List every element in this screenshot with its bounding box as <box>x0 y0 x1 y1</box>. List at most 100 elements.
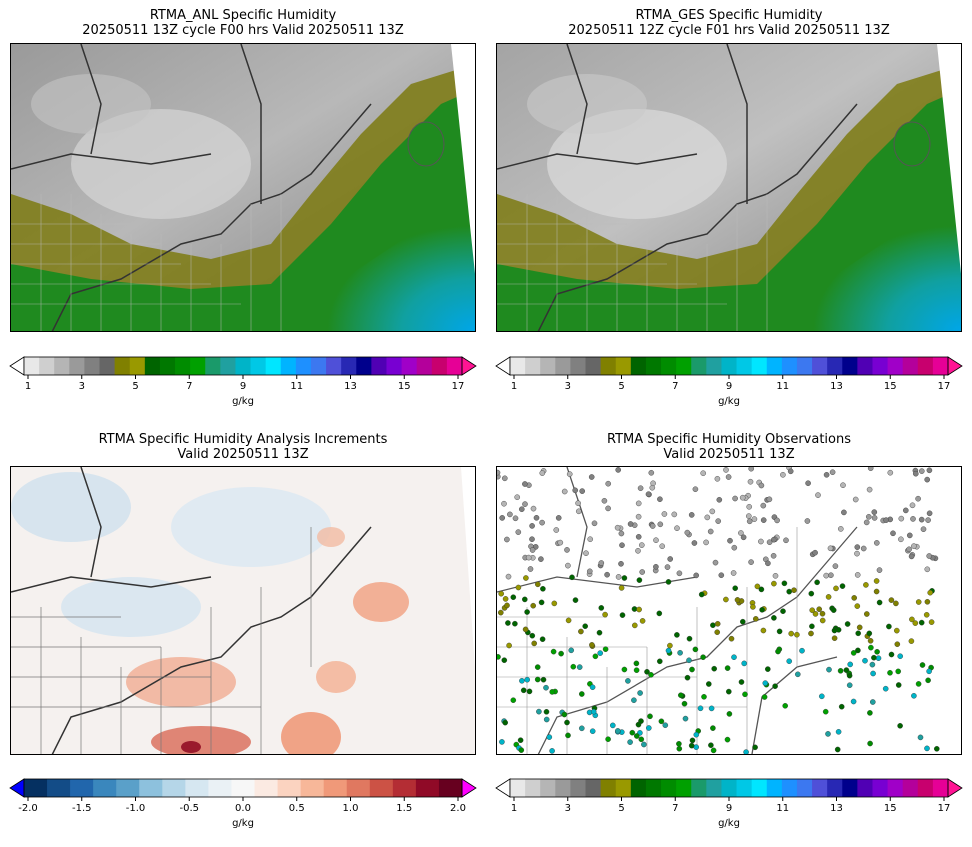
observation-point <box>565 732 571 739</box>
observation-point <box>686 657 692 664</box>
observation-point <box>633 733 640 739</box>
observation-point <box>543 684 549 691</box>
observation-point <box>533 515 540 521</box>
observation-point <box>618 585 625 591</box>
observation-point <box>808 590 815 597</box>
observation-point <box>588 474 595 480</box>
observation-point <box>867 710 873 716</box>
colorbar-tick-label: 17 <box>937 803 951 814</box>
observation-point <box>809 607 816 613</box>
observation-point <box>648 470 655 476</box>
observation-point <box>561 488 568 495</box>
observation-point <box>886 623 892 630</box>
observation-point <box>553 527 560 533</box>
observation-point <box>708 742 714 749</box>
observation-point <box>530 505 537 512</box>
observation-point <box>507 511 513 518</box>
observation-point <box>510 594 517 600</box>
observation-point <box>501 500 507 507</box>
observation-point <box>579 691 585 697</box>
observation-point <box>636 606 642 613</box>
observation-point <box>890 530 896 537</box>
observation-point <box>847 661 854 668</box>
map-anl[interactable] <box>10 43 476 332</box>
observation-point <box>605 736 611 743</box>
map-increments[interactable] <box>10 466 476 755</box>
observation-point <box>863 611 870 617</box>
colorbar-tick-label: 11 <box>776 803 790 814</box>
observation-point <box>555 515 562 521</box>
observation-point <box>876 599 883 606</box>
observation-point <box>635 500 642 507</box>
observation-point <box>700 470 706 476</box>
observation-point <box>538 556 544 562</box>
observation-point <box>863 582 869 588</box>
colorbar-tick-label: 9 <box>725 803 733 814</box>
observation-point <box>772 573 779 579</box>
observation-point <box>746 518 753 525</box>
observation-point <box>883 517 889 523</box>
observation-point <box>564 547 570 553</box>
observation-point <box>750 604 756 610</box>
observation-point <box>910 516 916 522</box>
observation-point <box>662 722 669 729</box>
observation-point <box>866 486 873 493</box>
observation-point <box>752 744 758 751</box>
observation-point <box>641 741 647 748</box>
observation-point <box>529 523 535 529</box>
observation-point <box>499 739 505 745</box>
observation-point <box>703 539 709 546</box>
observation-point <box>653 564 659 570</box>
colorbar-tick-label: 1.5 <box>396 803 413 814</box>
map-ges[interactable] <box>496 43 962 332</box>
observation-point <box>529 547 536 553</box>
observation-point <box>827 545 834 552</box>
observation-point <box>649 523 656 529</box>
observation-point <box>844 621 851 627</box>
observation-point <box>691 540 698 546</box>
observation-point <box>579 725 585 732</box>
observation-point <box>714 620 721 627</box>
observation-point <box>908 638 915 644</box>
colorbar-tick-label: 2.0 <box>450 803 466 814</box>
observation-point <box>539 636 546 642</box>
observation-point <box>498 609 504 616</box>
observation-point <box>761 694 768 700</box>
observation-point <box>635 721 642 728</box>
observation-point <box>814 579 820 586</box>
observation-point <box>610 722 616 729</box>
observation-point <box>862 657 868 664</box>
observation-point <box>933 745 940 752</box>
observation-point <box>522 501 528 507</box>
observation-point <box>882 685 889 692</box>
observation-point <box>751 516 758 522</box>
observation-point <box>925 677 931 684</box>
observation-point <box>748 467 754 472</box>
observation-point <box>582 623 588 629</box>
observation-point <box>874 648 880 655</box>
observation-point <box>604 571 610 578</box>
observation-point <box>592 653 599 660</box>
observation-point <box>758 586 765 593</box>
observation-point <box>568 647 574 654</box>
panel-title-ges: RTMA_GES Specific Humidity 20250511 12Z … <box>568 8 890 38</box>
colorbar-tick-label: 13 <box>830 381 843 392</box>
colorbar-unit: g/kg <box>232 818 254 829</box>
observation-point <box>589 642 595 648</box>
observation-point <box>875 655 882 661</box>
observation-point <box>538 599 545 606</box>
colorbar-tick-label: 1 <box>510 381 518 392</box>
observation-point <box>760 517 767 523</box>
observation-point <box>583 550 589 556</box>
observation-point <box>876 567 883 573</box>
observation-point <box>499 515 505 521</box>
observation-point <box>843 667 850 673</box>
observation-point <box>504 602 510 609</box>
observation-point <box>505 620 511 626</box>
observation-point <box>794 671 801 678</box>
observation-point <box>734 597 741 603</box>
observation-point <box>710 622 716 628</box>
observation-point <box>539 519 545 526</box>
observation-point <box>766 539 773 545</box>
map-observations[interactable] <box>496 466 962 755</box>
